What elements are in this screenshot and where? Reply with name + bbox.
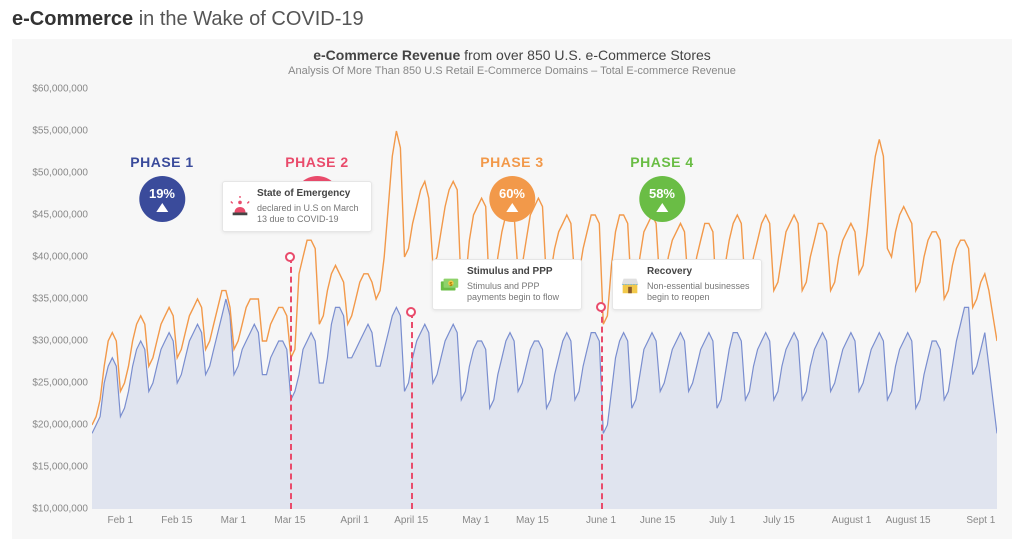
x-tick-label: May 1 <box>462 515 489 526</box>
callout-body: Non-essential businesses begin to reopen <box>647 281 753 304</box>
callout-title: Recovery <box>647 266 753 279</box>
x-tick-label: August 15 <box>886 515 931 526</box>
y-tick-label: $30,000,000 <box>32 336 88 347</box>
x-tick-label: Mar 1 <box>221 515 247 526</box>
y-tick-label: $25,000,000 <box>32 378 88 389</box>
y-tick-label: $35,000,000 <box>32 294 88 305</box>
phase-3: PHASE 3 60% <box>480 154 543 222</box>
chart-title-rest: from over 850 U.S. e-Commerce Stores <box>460 47 711 63</box>
x-tick-label: Mar 15 <box>274 515 305 526</box>
phase-pct: 60% <box>499 186 525 201</box>
up-arrow-icon <box>506 203 518 212</box>
x-tick-label: August 1 <box>832 515 871 526</box>
phase-pct: 58% <box>649 186 675 201</box>
money-icon: $ <box>439 274 461 296</box>
x-tick-label: June 15 <box>640 515 676 526</box>
alarm-icon <box>229 196 251 218</box>
x-tick-label: Sept 1 <box>966 515 995 526</box>
page-title-rest: in the Wake of COVID-19 <box>133 8 363 30</box>
phase-badge: 19% <box>139 176 185 222</box>
chart-area: e-Commerce Revenue from over 850 U.S. e-… <box>12 39 1012 539</box>
phase-4: PHASE 4 58% <box>630 154 693 222</box>
page-title-bold: e-Commerce <box>12 8 133 30</box>
x-tick-label: Feb 15 <box>161 515 192 526</box>
x-axis: Feb 1 Feb 15 Mar 1 Mar 15 April 1 April 15 May… <box>92 509 997 539</box>
event-marker <box>285 252 295 262</box>
y-tick-label: $40,000,000 <box>32 252 88 263</box>
x-tick-label: Feb 1 <box>107 515 133 526</box>
callout-title: Stimulus and PPP <box>467 266 573 279</box>
callout-store: Recovery Non-essential businesses begin t… <box>612 259 762 310</box>
phase-label: PHASE 4 <box>630 154 693 170</box>
x-tick-label: April 15 <box>394 515 428 526</box>
callout-title: State of Emergency <box>257 188 363 201</box>
phase-label: PHASE 1 <box>130 154 193 170</box>
up-arrow-icon <box>156 203 168 212</box>
phase-label: PHASE 3 <box>480 154 543 170</box>
chart-header: e-Commerce Revenue from over 850 U.S. e-… <box>12 39 1012 77</box>
series-area-baseline_2019 <box>92 299 997 509</box>
page-title: e-Commerce in the Wake of COVID-19 <box>0 0 1024 35</box>
phase-badge: 58% <box>639 176 685 222</box>
callout-money: $ Stimulus and PPP Stimulus and PPP paymen… <box>432 259 582 310</box>
phase-badge: 60% <box>489 176 535 222</box>
x-tick-label: June 1 <box>586 515 616 526</box>
y-tick-label: $20,000,000 <box>32 420 88 431</box>
callout-body: declared in U.S on March 13 due to COVID… <box>257 203 363 226</box>
x-tick-label: May 15 <box>516 515 549 526</box>
callout-alarm: State of Emergency declared in U.S on Mar… <box>222 181 372 232</box>
y-tick-label: $60,000,000 <box>32 84 88 95</box>
y-tick-label: $15,000,000 <box>32 462 88 473</box>
y-tick-label: $10,000,000 <box>32 504 88 515</box>
callout-body: Stimulus and PPP payments begin to flow <box>467 281 573 304</box>
x-tick-label: July 1 <box>709 515 735 526</box>
y-tick-label: $45,000,000 <box>32 210 88 221</box>
event-line <box>601 307 603 509</box>
x-tick-label: April 1 <box>340 515 368 526</box>
plot: PHASE 119%PHASE 230%PHASE 360%PHASE 458%… <box>92 89 997 509</box>
event-line <box>290 257 292 509</box>
phase-pct: 19% <box>149 186 175 201</box>
event-marker <box>596 302 606 312</box>
y-axis: $10,000,000$15,000,000$20,000,000$25,000… <box>12 89 90 509</box>
store-icon <box>619 274 641 296</box>
chart-title: e-Commerce Revenue from over 850 U.S. e-… <box>12 47 1012 63</box>
y-tick-label: $55,000,000 <box>32 126 88 137</box>
phase-label: PHASE 2 <box>285 154 348 170</box>
svg-text:$: $ <box>449 281 452 287</box>
up-arrow-icon <box>656 203 668 212</box>
y-tick-label: $50,000,000 <box>32 168 88 179</box>
x-tick-label: July 15 <box>763 515 795 526</box>
event-line <box>411 312 413 509</box>
event-marker <box>406 307 416 317</box>
chart-subtitle: Analysis Of More Than 850 U.S Retail E-C… <box>12 65 1012 77</box>
phase-1: PHASE 1 19% <box>130 154 193 222</box>
chart-title-bold: e-Commerce Revenue <box>313 47 460 63</box>
